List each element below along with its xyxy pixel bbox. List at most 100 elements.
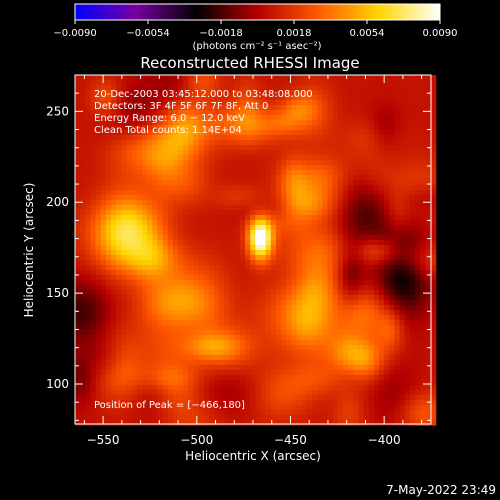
heatmap-cell <box>327 169 334 176</box>
heatmap-cell <box>188 314 195 321</box>
heatmap-cell <box>131 75 138 81</box>
heatmap-cell <box>430 344 437 351</box>
heatmap-cell <box>214 264 220 271</box>
heatmap-cell <box>214 224 220 231</box>
heatmap-cell <box>131 409 138 416</box>
heatmap-cell <box>152 99 159 106</box>
heatmap-cell <box>105 354 112 361</box>
heatmap-cell <box>389 149 396 156</box>
heatmap-cell <box>95 214 102 221</box>
heatmap-cell <box>136 354 143 361</box>
heatmap-cell <box>255 214 262 221</box>
heatmap-cell <box>136 129 143 136</box>
heatmap-cell <box>342 194 349 201</box>
heatmap-cell <box>373 329 380 336</box>
heatmap-cell <box>322 314 329 321</box>
heatmap-cell <box>358 384 365 391</box>
heatmap-cell <box>260 289 267 296</box>
heatmap-cell <box>286 189 293 196</box>
heatmap-cell <box>90 209 97 216</box>
heatmap-cell <box>373 244 380 251</box>
heatmap-cell <box>121 389 128 396</box>
heatmap-cell <box>80 184 86 191</box>
heatmap-cell <box>245 414 251 421</box>
heatmap-cell <box>111 259 117 266</box>
heatmap-cell <box>214 309 220 316</box>
heatmap-cell <box>399 399 406 406</box>
heatmap-cell <box>296 94 303 101</box>
heatmap-cell <box>111 254 117 261</box>
heatmap-cell <box>275 354 282 361</box>
heatmap-cell <box>420 369 426 376</box>
heatmap-cell <box>126 104 133 111</box>
heatmap-cell <box>291 339 298 346</box>
heatmap-cell <box>152 269 159 276</box>
heatmap-cell <box>85 219 92 226</box>
heatmap-cell <box>425 184 432 191</box>
heatmap-cell <box>116 164 122 171</box>
heatmap-cell <box>219 85 226 91</box>
heatmap-cell <box>183 364 189 371</box>
heatmap-cell <box>409 164 416 171</box>
heatmap-cell <box>348 80 354 86</box>
heatmap-cell <box>379 309 385 316</box>
heatmap-cell <box>136 339 143 346</box>
heatmap-cell <box>131 339 138 346</box>
heatmap-cell <box>126 199 133 206</box>
heatmap-cell <box>291 374 298 381</box>
heatmap-cell <box>178 409 184 416</box>
heatmap-cell <box>306 294 313 301</box>
heatmap-cell <box>332 114 339 121</box>
heatmap-cell <box>260 75 267 81</box>
heatmap-cell <box>255 374 262 381</box>
heatmap-cell <box>157 134 164 141</box>
heatmap-cell <box>306 134 313 141</box>
heatmap-cell <box>116 149 122 156</box>
heatmap-cell <box>337 274 344 281</box>
heatmap-cell <box>415 419 421 426</box>
heatmap-cell <box>409 199 416 206</box>
heatmap-cell <box>260 354 267 361</box>
heatmap-cell <box>80 75 86 81</box>
heatmap-cell <box>203 374 210 381</box>
heatmap-cell <box>229 324 236 331</box>
heatmap-cell <box>229 254 236 261</box>
heatmap-cell <box>342 294 349 301</box>
heatmap-cell <box>250 254 256 261</box>
heatmap-cell <box>157 144 164 151</box>
heatmap-cell <box>111 85 117 91</box>
heatmap-cell <box>255 414 262 421</box>
heatmap-cell <box>131 389 138 396</box>
heatmap-cell <box>342 254 349 261</box>
heatmap-cell <box>415 129 421 136</box>
heatmap-cell <box>275 274 282 281</box>
heatmap-cell <box>121 229 128 236</box>
heatmap-cell <box>100 274 107 281</box>
heatmap-cell <box>404 104 411 111</box>
heatmap-cell <box>126 80 133 86</box>
heatmap-cell <box>306 109 313 116</box>
heatmap-cell <box>286 154 293 161</box>
heatmap-cell <box>281 179 287 186</box>
heatmap-cell <box>157 394 164 401</box>
heatmap-cell <box>198 174 205 181</box>
heatmap-cell <box>147 254 153 261</box>
heatmap-cell <box>348 274 354 281</box>
heatmap-cell <box>317 154 323 161</box>
heatmap-cell <box>389 254 396 261</box>
heatmap-cell <box>100 309 107 316</box>
heatmap-cell <box>95 314 102 321</box>
heatmap-cell <box>296 364 303 371</box>
heatmap-cell <box>141 299 148 306</box>
heatmap-cell <box>270 369 277 376</box>
heatmap-cell <box>430 274 437 281</box>
heatmap-cell <box>415 179 421 186</box>
heatmap-cell <box>224 244 231 251</box>
heatmap-cell <box>301 299 308 306</box>
heatmap-cell <box>332 174 339 181</box>
heatmap-cell <box>131 299 138 306</box>
heatmap-cell <box>296 85 303 91</box>
heatmap-cell <box>353 304 359 311</box>
heatmap-cell <box>296 144 303 151</box>
